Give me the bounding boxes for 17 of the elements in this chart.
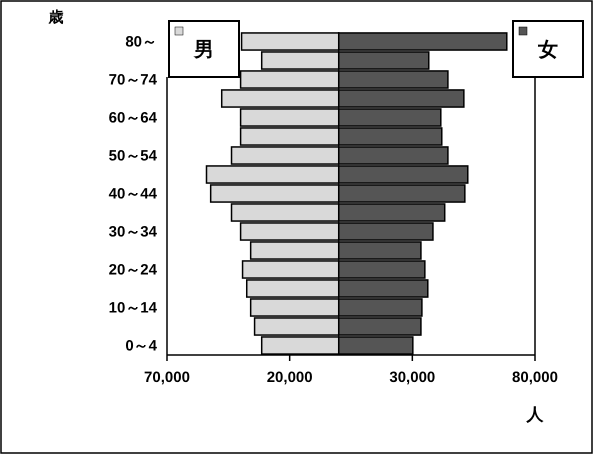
x-tick-label: 80,000 bbox=[512, 369, 558, 386]
y-tick-label: 70～74 bbox=[108, 72, 158, 88]
y-tick-label: 50～54 bbox=[108, 148, 158, 164]
y-tick-label: 0～4 bbox=[125, 338, 158, 354]
y-tick-label: 80～ bbox=[125, 34, 157, 50]
legend-label: 男 bbox=[193, 39, 214, 61]
x-axis-title: 人 bbox=[526, 405, 544, 424]
y-axis-title: 歳 bbox=[48, 9, 64, 26]
legend-label: 女 bbox=[537, 39, 558, 61]
y-tick-label: 10～14 bbox=[108, 300, 158, 316]
y-tick-label: 30～34 bbox=[108, 224, 158, 240]
x-tick-label: 20,000 bbox=[266, 369, 313, 386]
y-tick-label: 40～44 bbox=[108, 186, 158, 202]
x-tick-label: 70,000 bbox=[144, 369, 190, 386]
y-tick-label: 60～64 bbox=[108, 110, 158, 126]
y-tick-label: 20～24 bbox=[108, 262, 158, 278]
x-tick-label: 30,000 bbox=[389, 369, 436, 386]
